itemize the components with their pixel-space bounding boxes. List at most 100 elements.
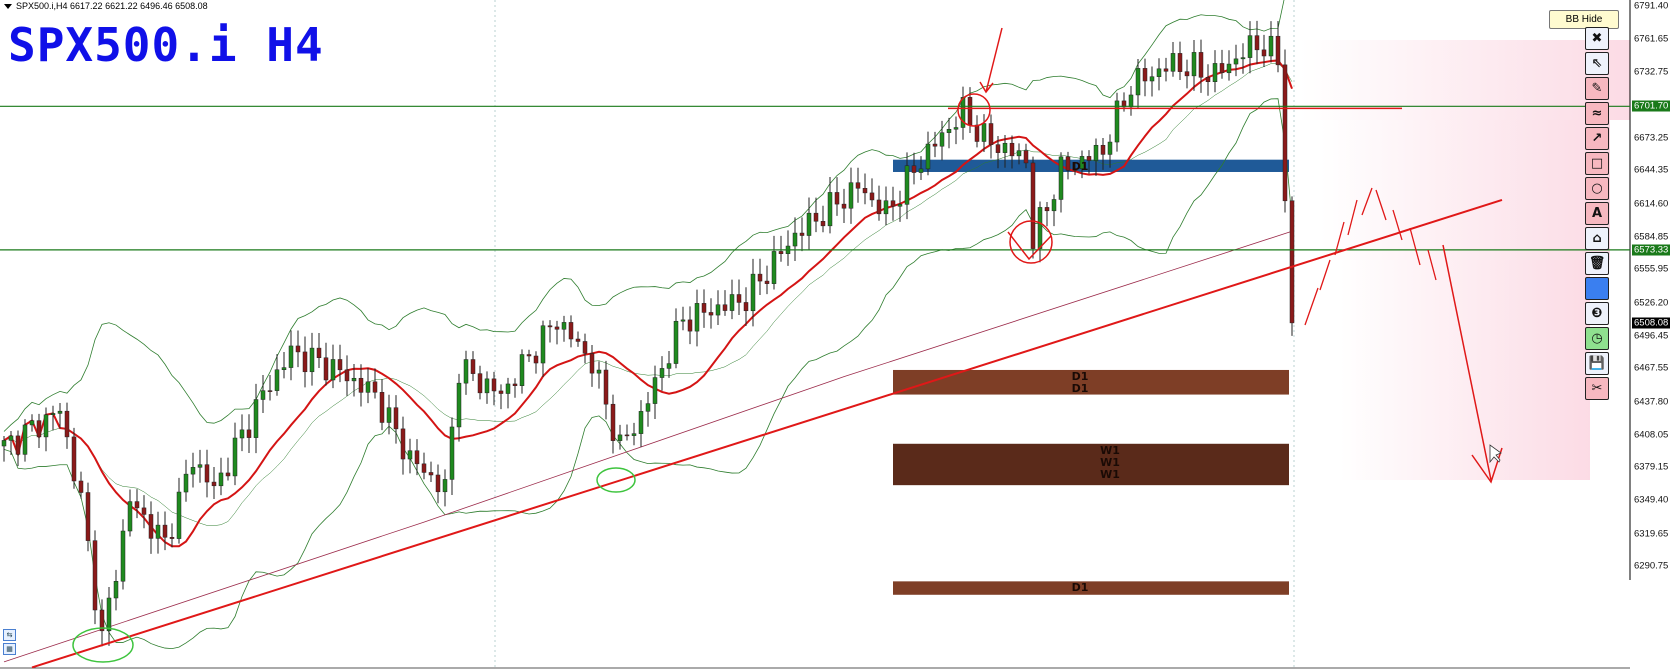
annotation-ellipse: [72, 627, 134, 663]
candle-body: [85, 492, 91, 541]
price-tick-label: 6408.05: [1634, 429, 1669, 441]
label-tool-button[interactable]: ⌂: [1585, 227, 1609, 250]
zone-label-text: D1: [1071, 381, 1089, 395]
candle-body: [239, 429, 245, 439]
clock-tool-button[interactable]: ◷: [1585, 327, 1609, 350]
bb-hide-button[interactable]: BB Hide: [1549, 10, 1619, 29]
candle-body: [211, 481, 217, 487]
candle: [666, 350, 672, 378]
candle: [540, 320, 546, 378]
text-tool-button[interactable]: A: [1585, 202, 1609, 225]
candle-body: [1156, 68, 1162, 77]
candle-body: [519, 354, 525, 386]
trash-tool-button[interactable]: 🗑: [1585, 252, 1609, 275]
candle-body: [232, 437, 238, 477]
save-tool-button[interactable]: 💾: [1585, 352, 1609, 375]
candle-body: [169, 537, 175, 539]
color-swatch-tool-button[interactable]: [1585, 277, 1609, 300]
candle-body: [897, 204, 903, 207]
candle-body: [64, 410, 70, 438]
candle-body: [1065, 156, 1071, 171]
zone-d1: [893, 581, 1289, 595]
candle: [1170, 42, 1176, 77]
candle: [29, 414, 35, 432]
zone-label-text: D1: [1071, 369, 1089, 383]
price-tick-label: 6761.65: [1634, 33, 1669, 45]
annotation-ellipse: [596, 467, 636, 493]
close-tool-button[interactable]: ✖: [1585, 27, 1609, 50]
candle-body: [1170, 53, 1176, 72]
candle-body: [1009, 142, 1015, 157]
candle: [981, 114, 987, 152]
candle: [610, 394, 616, 454]
candle-body: [603, 369, 609, 405]
candle: [827, 176, 833, 234]
candle-body: [736, 294, 742, 303]
candle: [603, 360, 609, 420]
candle: [1226, 50, 1232, 81]
fast-moving-average: [3, 59, 1293, 548]
price-tick-label: 6644.35: [1634, 164, 1669, 176]
candle-body: [498, 390, 504, 394]
candle: [1037, 201, 1043, 263]
candle: [246, 414, 252, 453]
candle: [792, 217, 798, 261]
chart-settings-icon[interactable]: ⇆: [3, 629, 16, 641]
candle: [526, 349, 532, 362]
zone-blue: [893, 159, 1289, 172]
candle: [708, 298, 714, 329]
candle-body: [694, 303, 700, 332]
candle: [113, 569, 119, 611]
candle-body: [743, 302, 749, 312]
candle-body: [1044, 207, 1050, 212]
number-three-tool-button[interactable]: ❸: [1585, 302, 1609, 325]
scissors-tool-button[interactable]: ✂: [1585, 377, 1609, 400]
candle-body: [1072, 168, 1078, 171]
dropdown-triangle-icon[interactable]: [4, 4, 12, 10]
candle: [288, 330, 294, 381]
candle-body: [43, 414, 49, 438]
candle: [806, 197, 812, 250]
candle-body: [876, 199, 882, 215]
candle-body: [1093, 144, 1099, 161]
candle: [680, 306, 686, 331]
chart-grid-icon[interactable]: ▦: [3, 643, 16, 655]
save-icon: 💾: [1588, 356, 1606, 371]
candle-body: [1219, 63, 1225, 74]
candle: [1177, 41, 1183, 81]
price-tick-label: 6614.60: [1634, 198, 1669, 210]
close-icon: ✖: [1591, 31, 1603, 46]
candle: [337, 344, 343, 383]
candle: [995, 136, 1001, 169]
wave-tool-button[interactable]: ≈: [1585, 102, 1609, 125]
candle: [743, 287, 749, 326]
candle: [295, 330, 301, 368]
cursor-tool-button[interactable]: ⇖: [1585, 52, 1609, 75]
candle: [1261, 34, 1267, 67]
candle-body: [918, 168, 924, 173]
candle: [407, 438, 413, 474]
candle-body: [1191, 52, 1197, 77]
candle: [365, 368, 371, 404]
candle-body: [435, 474, 441, 493]
rectangle-tool-button[interactable]: □: [1585, 152, 1609, 175]
candle: [1198, 39, 1204, 93]
candle: [1254, 20, 1260, 65]
candle: [8, 430, 14, 456]
candle: [561, 315, 567, 342]
price-tick-label: 6526.20: [1634, 297, 1669, 309]
arrow-tool-button[interactable]: ↗: [1585, 127, 1609, 150]
candle-body: [554, 326, 560, 330]
pencil-tool-button[interactable]: ✎: [1585, 77, 1609, 100]
candle: [15, 430, 21, 466]
candle-body: [134, 501, 140, 509]
candle: [631, 422, 637, 446]
candle-body: [323, 357, 329, 381]
circle-tool-button[interactable]: ○: [1585, 177, 1609, 200]
candle-body: [29, 420, 35, 426]
candle: [974, 115, 980, 148]
candle-body: [561, 322, 567, 330]
candle-body: [1107, 141, 1113, 155]
candle: [218, 457, 224, 496]
